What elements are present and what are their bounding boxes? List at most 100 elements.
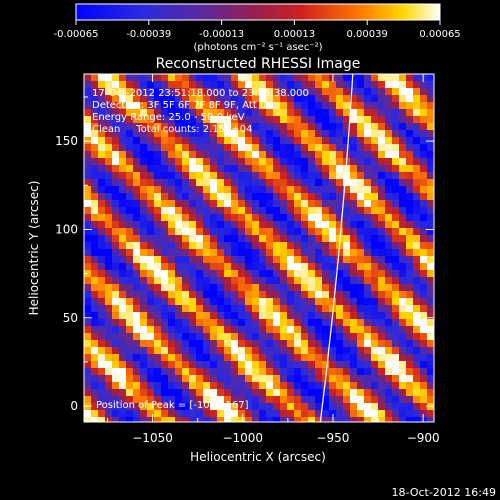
heatmap-cell	[189, 151, 196, 158]
heatmap-cell	[392, 88, 399, 95]
heatmap-cell	[343, 298, 350, 305]
heatmap-cell	[266, 116, 273, 123]
heatmap-cell	[252, 207, 259, 214]
heatmap-cell	[350, 389, 357, 396]
heatmap-cell	[322, 81, 329, 88]
heatmap-cell	[168, 382, 175, 389]
heatmap-cell	[126, 417, 133, 422]
heatmap-cell	[322, 151, 329, 158]
heatmap-cell	[266, 200, 273, 207]
heatmap-cell	[224, 179, 231, 186]
heatmap-cell	[147, 207, 154, 214]
heatmap-cell	[84, 291, 91, 298]
heatmap-cell	[196, 256, 203, 263]
heatmap-cell	[98, 354, 105, 361]
heatmap-cell	[203, 312, 210, 319]
heatmap-cell	[329, 242, 336, 249]
heatmap-cell	[126, 158, 133, 165]
heatmap-cell	[294, 200, 301, 207]
heatmap-cell	[294, 172, 301, 179]
heatmap-cell	[406, 270, 413, 277]
x-tick-label: −900	[407, 431, 440, 445]
heatmap-cell	[252, 179, 259, 186]
heatmap-cell	[336, 284, 343, 291]
heatmap-cell	[413, 172, 420, 179]
heatmap-cell	[343, 347, 350, 354]
heatmap-cell	[245, 312, 252, 319]
heatmap-cell	[378, 340, 385, 347]
heatmap-cell	[301, 389, 308, 396]
heatmap-cell	[385, 207, 392, 214]
heatmap-cell	[357, 410, 364, 417]
heatmap-cell	[168, 242, 175, 249]
heatmap-cell	[98, 389, 105, 396]
heatmap-cell	[322, 410, 329, 417]
heatmap-cell	[217, 172, 224, 179]
heatmap-cell	[224, 214, 231, 221]
heatmap-cell	[252, 249, 259, 256]
heatmap-cell	[98, 186, 105, 193]
heatmap-cell	[322, 95, 329, 102]
heatmap-cell	[105, 417, 112, 422]
heatmap-cell	[98, 235, 105, 242]
heatmap-cell	[287, 130, 294, 137]
heatmap-cell	[91, 186, 98, 193]
heatmap-cell	[105, 200, 112, 207]
heatmap-cell	[280, 172, 287, 179]
heatmap-cell	[245, 95, 252, 102]
heatmap-cell	[399, 277, 406, 284]
heatmap-cell	[98, 193, 105, 200]
heatmap-cell	[406, 354, 413, 361]
heatmap-cell	[308, 396, 315, 403]
info-line-counts: Clean Total counts: 2.15E+04	[92, 124, 252, 135]
heatmap-cell	[287, 158, 294, 165]
heatmap-cell	[252, 88, 259, 95]
heatmap-cell	[154, 312, 161, 319]
heatmap-cell	[427, 382, 434, 389]
heatmap-cell	[329, 333, 336, 340]
heatmap-cell	[119, 256, 126, 263]
heatmap-cell	[126, 102, 133, 109]
heatmap-cell	[112, 347, 119, 354]
heatmap-cell	[84, 186, 91, 193]
heatmap-cell	[91, 319, 98, 326]
heatmap-cell	[147, 389, 154, 396]
heatmap-cell	[420, 123, 427, 130]
heatmap-cell	[364, 347, 371, 354]
heatmap-cell	[252, 221, 259, 228]
heatmap-cell	[175, 158, 182, 165]
heatmap-cell	[294, 214, 301, 221]
heatmap-cell	[427, 340, 434, 347]
heatmap-cell	[84, 319, 91, 326]
heatmap-cell	[343, 88, 350, 95]
heatmap-cell	[427, 298, 434, 305]
heatmap-cell	[217, 228, 224, 235]
heatmap-cell	[140, 368, 147, 375]
heatmap-cell	[273, 116, 280, 123]
heatmap-cell	[168, 74, 175, 81]
heatmap-cell	[308, 347, 315, 354]
heatmap-cell	[238, 172, 245, 179]
heatmap-cell	[420, 116, 427, 123]
heatmap-cell	[322, 235, 329, 242]
heatmap-cell	[343, 284, 350, 291]
heatmap-cell	[154, 256, 161, 263]
heatmap-cell	[231, 186, 238, 193]
heatmap-cell	[287, 109, 294, 116]
heatmap-cell	[364, 228, 371, 235]
heatmap-cell	[147, 354, 154, 361]
heatmap-cell	[420, 382, 427, 389]
heatmap-cell	[147, 326, 154, 333]
heatmap-cell	[84, 214, 91, 221]
heatmap-cell	[182, 270, 189, 277]
heatmap-cell	[182, 123, 189, 130]
heatmap-cell	[238, 270, 245, 277]
heatmap-cell	[406, 382, 413, 389]
heatmap-cell	[112, 144, 119, 151]
heatmap-cell	[112, 151, 119, 158]
heatmap-cell	[343, 228, 350, 235]
heatmap-cell	[224, 172, 231, 179]
heatmap-cell	[280, 291, 287, 298]
heatmap-cell	[210, 368, 217, 375]
heatmap-cell	[287, 270, 294, 277]
